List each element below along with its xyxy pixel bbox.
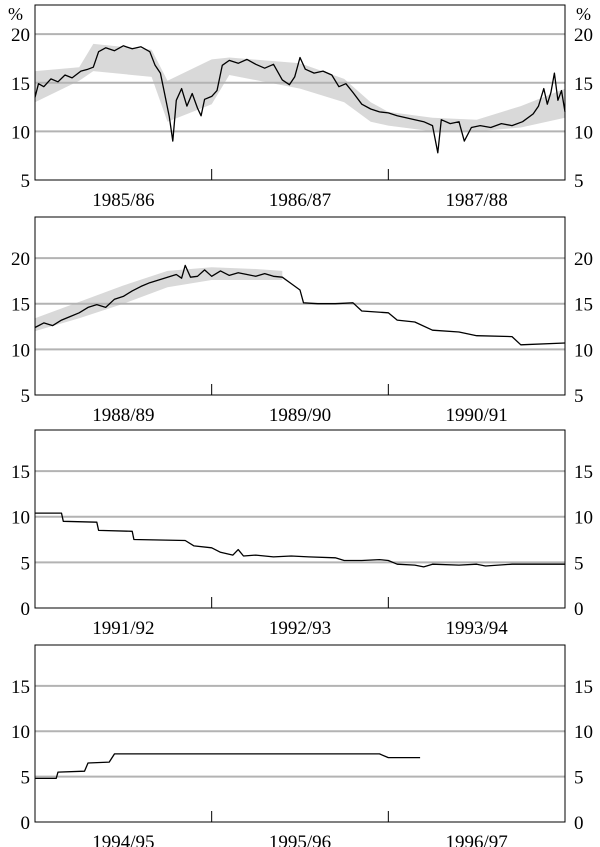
left-unit-label: % <box>8 4 23 24</box>
y-tick-label-right: 5 <box>574 171 584 192</box>
y-tick-label-left: 15 <box>11 74 30 95</box>
y-tick-label-right: 5 <box>574 768 584 789</box>
y-tick-label-right: 10 <box>574 722 593 743</box>
range-band <box>35 267 283 332</box>
plot-frame <box>34 429 566 609</box>
y-tick-label-left: 5 <box>21 768 31 789</box>
y-tick-label-left: 10 <box>11 340 30 361</box>
y-tick-label-right: 15 <box>574 295 593 316</box>
x-category-label: 1993/94 <box>446 618 509 639</box>
y-tick-label-right: 5 <box>574 386 584 407</box>
chart-panel-4: 0 0 5 5 10 10 15 15 1994/95 1995/96 1996/97 <box>11 644 593 847</box>
y-tick-label-right: 15 <box>574 677 593 698</box>
y-tick-label-left: 10 <box>11 722 30 743</box>
x-category-label: 1988/89 <box>92 405 154 426</box>
y-tick-label-right: 10 <box>574 340 593 361</box>
y-tick-label-left: 0 <box>21 813 31 834</box>
right-unit-label: % <box>576 4 591 24</box>
x-category-label: 1987/88 <box>446 190 508 211</box>
y-tick-label-left: 5 <box>21 386 31 407</box>
y-tick-label-left: 10 <box>11 122 30 143</box>
y-tick-label-right: 20 <box>574 249 593 270</box>
plot-frame <box>34 216 566 396</box>
chart-panel-1: 5 5 10 10 15 15 20 20 1985/86 1986/87 1987/88 <box>11 4 593 211</box>
x-category-label: 1995/96 <box>269 832 331 847</box>
y-tick-label-right: 5 <box>574 553 584 574</box>
rate-series-line <box>35 512 565 568</box>
x-category-label: 1989/90 <box>269 405 331 426</box>
x-category-label: 1990/91 <box>446 405 508 426</box>
y-tick-label-right: 0 <box>574 599 584 620</box>
y-tick-label-right: 0 <box>574 813 584 834</box>
y-tick-label-right: 20 <box>574 25 593 46</box>
y-tick-label-left: 5 <box>21 553 31 574</box>
y-tick-label-left: 20 <box>11 25 30 46</box>
y-tick-label-right: 15 <box>574 74 593 95</box>
y-tick-label-left: 15 <box>11 677 30 698</box>
y-tick-label-right: 15 <box>574 462 593 483</box>
plot-frame <box>34 4 566 181</box>
y-tick-label-right: 10 <box>574 122 593 143</box>
y-tick-label-left: 20 <box>11 249 30 270</box>
y-tick-label-right: 10 <box>574 508 593 529</box>
plot-frame <box>34 644 566 823</box>
chart-panel-3: 0 0 5 5 10 10 15 15 1991/92 1992/93 1993/94 <box>11 429 593 639</box>
rate-series-line <box>34 264 566 346</box>
x-category-label: 1996/97 <box>446 832 508 847</box>
x-category-label: 1991/92 <box>92 618 154 639</box>
chart-panel-2: 5 5 10 10 15 15 20 20 1988/89 1989/90 1990/91 <box>11 216 593 426</box>
rate-series-line <box>34 45 566 154</box>
x-category-label: 1985/86 <box>92 190 154 211</box>
x-category-label: 1992/93 <box>269 618 331 639</box>
x-category-label: 1994/95 <box>92 832 154 847</box>
y-tick-label-left: 0 <box>21 599 31 620</box>
y-tick-label-left: 5 <box>21 171 31 192</box>
y-tick-label-left: 10 <box>11 508 30 529</box>
x-category-label: 1986/87 <box>269 190 331 211</box>
y-tick-label-left: 15 <box>11 295 30 316</box>
y-tick-label-left: 15 <box>11 462 30 483</box>
rate-series-line <box>35 753 421 780</box>
